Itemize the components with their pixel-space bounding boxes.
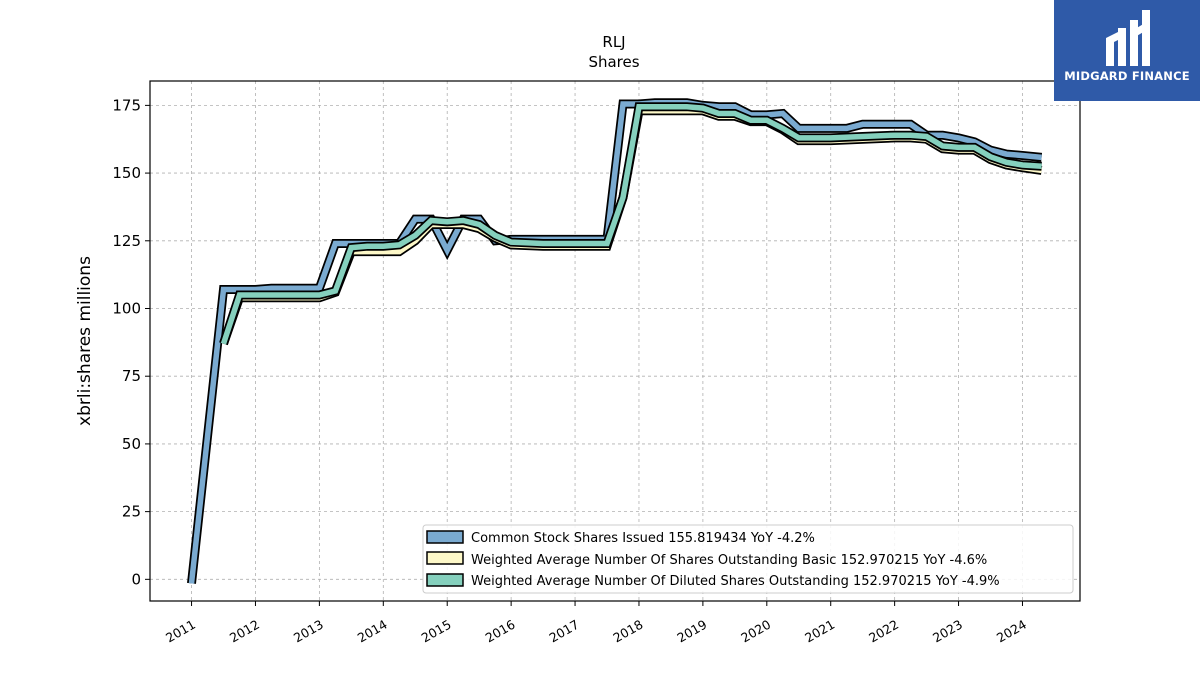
x-tick-label: 2012 [227, 617, 262, 646]
x-tick-label: 2022 [866, 617, 901, 646]
brand-name: MIDGARD FINANCE [1064, 69, 1190, 83]
y-tick-label: 125 [112, 232, 141, 250]
series-line-0 [188, 99, 1042, 584]
x-tick-label: 2023 [930, 617, 965, 646]
plot-frame [149, 80, 1081, 602]
x-tick-label: 2016 [483, 617, 518, 646]
x-tick-label: 2019 [674, 617, 709, 646]
x-axis: 2011 2012 2013 2014 2015 2016 2017 2018 2019 2020… [163, 601, 1029, 646]
legend: Common Stock Shares Issued 155.819434 Yo… [422, 524, 1074, 594]
x-tick-label: 2021 [802, 617, 837, 646]
legend-swatch-common [426, 530, 464, 544]
chart-subtitle: Shares [588, 53, 639, 71]
series-line-2 [220, 103, 1042, 345]
series-layer [187, 98, 1043, 584]
legend-box [422, 524, 1074, 594]
legend-label-diluted: Weighted Average Number Of Diluted Share… [471, 574, 1000, 589]
y-tick-label: 25 [122, 503, 141, 521]
legend-swatch-basic [426, 551, 464, 565]
midgard-logo-icon [1106, 10, 1150, 66]
grid [150, 81, 1080, 601]
x-tick-label: 2015 [419, 617, 454, 646]
y-tick-label: 100 [112, 300, 141, 318]
brand-logo: MIDGARD FINANCE [1054, 0, 1200, 101]
legend-swatch-diluted [426, 573, 464, 587]
y-tick-label: 0 [131, 570, 141, 588]
y-tick-label: 75 [122, 367, 141, 385]
y-axis-label: xbrli:shares millions [75, 256, 95, 426]
legend-label-common: Common Stock Shares Issued 155.819434 Yo… [471, 531, 815, 546]
y-tick-label: 150 [112, 164, 141, 182]
x-tick-label: 2013 [291, 617, 326, 646]
x-tick-label: 2017 [547, 617, 582, 646]
x-tick-label: 2018 [610, 617, 645, 646]
x-tick-label: 2020 [738, 617, 773, 646]
x-tick-label: 2024 [994, 617, 1029, 646]
x-tick-label: 2014 [355, 617, 390, 646]
y-tick-label: 175 [112, 96, 141, 114]
y-axis: 0 25 50 75 100 125 150 175 [112, 96, 150, 588]
y-tick-label: 50 [122, 435, 141, 453]
chart-title: RLJ [602, 33, 625, 51]
x-tick-label: 2011 [163, 617, 198, 646]
legend-label-basic: Weighted Average Number Of Shares Outsta… [471, 553, 987, 568]
